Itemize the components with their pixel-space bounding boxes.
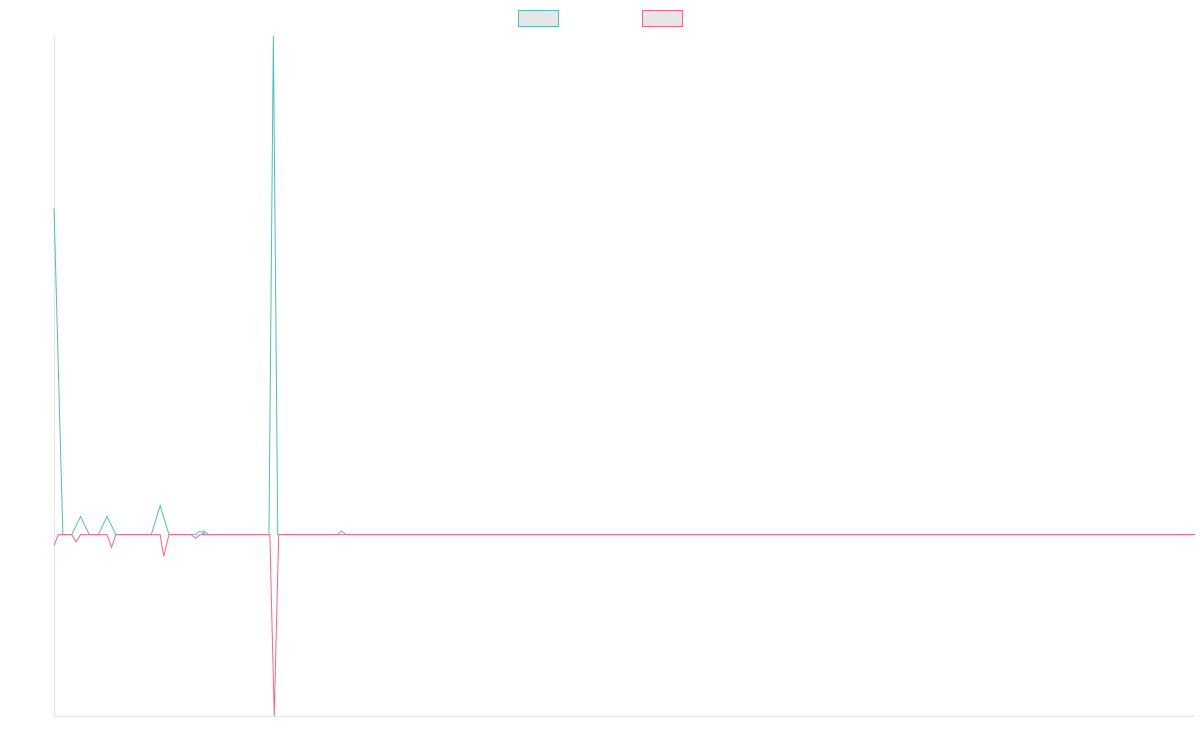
axes	[54, 36, 1195, 717]
series-2-line	[53, 534, 1195, 717]
legend	[518, 10, 683, 27]
series-1-line	[53, 35, 1195, 537]
plot-area	[53, 35, 1195, 717]
legend-swatch-series-1[interactable]	[518, 10, 559, 27]
legend-swatch-series-2[interactable]	[642, 10, 683, 27]
